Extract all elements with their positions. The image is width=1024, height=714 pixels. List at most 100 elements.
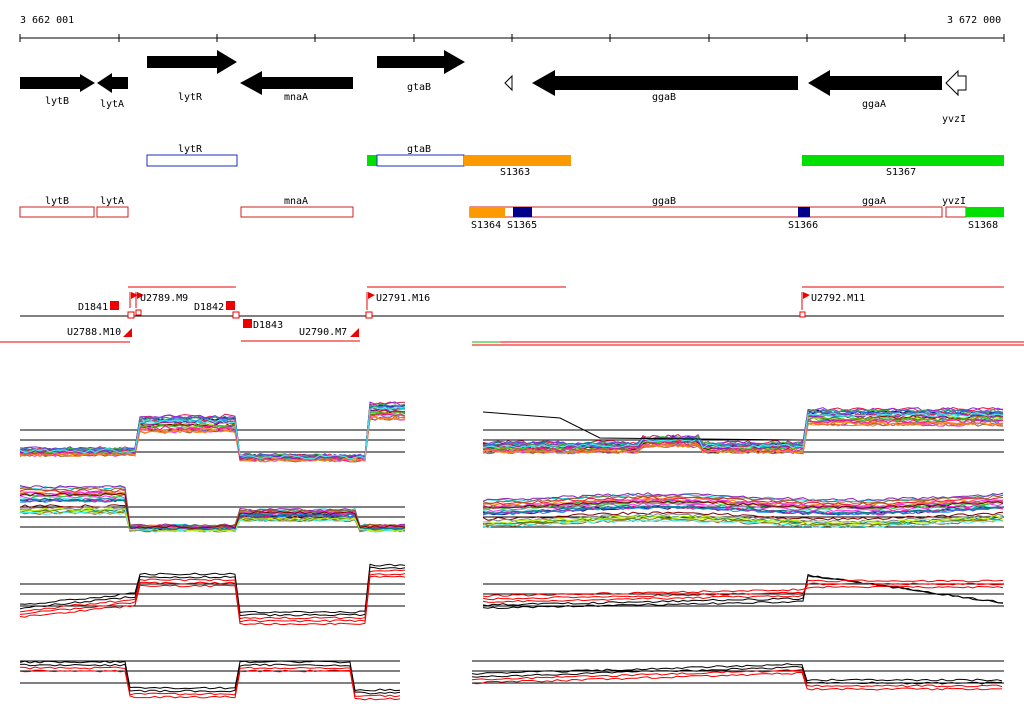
expression-trace [19, 669, 401, 701]
tu-label-lytR: lytR [178, 144, 203, 155]
tu-yvzI[interactable] [945, 206, 967, 218]
expression-trace [471, 666, 1003, 685]
expression-trace [19, 563, 406, 614]
segment-S1364[interactable] [470, 207, 505, 217]
expression-trace [19, 569, 406, 620]
expression-trace [19, 492, 406, 529]
gene-label-ggaB: ggaB [652, 92, 676, 103]
gene-label-mnaA: mnaA [284, 92, 308, 103]
gene-lytB[interactable]: lytB [20, 74, 95, 107]
gene-lytA[interactable]: lytA [97, 73, 128, 110]
tu-lytR[interactable] [146, 154, 238, 167]
expression-trace [482, 504, 1004, 515]
expression-trace [482, 516, 1004, 527]
expression-trace [482, 492, 1004, 502]
gene-track: lytB lytA lytR mnaA gtaB ggaB ggaA [20, 50, 967, 125]
expression-trace [471, 663, 1003, 682]
expression-trace [482, 500, 1004, 509]
feature-label-D1842: D1842 [194, 302, 224, 313]
expression-trace [482, 585, 1004, 598]
tu-lytA[interactable] [96, 206, 129, 218]
expression-trace [19, 575, 406, 626]
feature-label-U2792: U2792.M11 [811, 293, 865, 304]
expression-trace [19, 573, 406, 623]
gene-lytR[interactable]: lytR [147, 50, 237, 103]
feature-label-U2791: U2791.M16 [376, 293, 430, 304]
expression-panels [19, 401, 1004, 701]
expression-trace [19, 507, 406, 532]
tu-lytB[interactable] [19, 206, 95, 218]
feature-U2790[interactable]: U2790.M7 [299, 327, 359, 338]
expression-trace [482, 513, 1004, 524]
feature-label-U2789: U2789.M9 [140, 293, 188, 304]
tu-label-lytA: lytA [100, 196, 124, 207]
gene-unnamed-small[interactable] [504, 74, 513, 92]
gene-label-gtaB: gtaB [407, 82, 431, 93]
gene-yvzI[interactable]: yvzI [942, 69, 967, 125]
feature-track: D1841 U2789.M9 D1842 D1843 U2788.M10 U27… [0, 286, 1024, 346]
expression-traces [19, 401, 1004, 701]
feature-D1841[interactable]: D1841 [78, 301, 119, 313]
feature-label-U2788: U2788.M10 [67, 327, 121, 338]
gene-label-lytR: lytR [178, 92, 203, 103]
gene-ggaA[interactable]: ggaA [808, 70, 942, 110]
transcript-plus-track: lytR gtaB S1363 S1367 [146, 144, 1004, 178]
expression-trace [19, 566, 406, 617]
expression-trace [471, 671, 1002, 691]
segment-S1367[interactable] [802, 155, 1004, 166]
gene-mnaA[interactable]: mnaA [240, 71, 353, 103]
gene-label-ggaA: ggaA [862, 99, 886, 110]
expression-trace [482, 412, 1004, 449]
expression-trace [471, 669, 1003, 688]
transcript-minus-track: lytB lytA mnaA ggaB ggaA S1364 S1365 S13… [19, 196, 1004, 231]
feature-U2788[interactable]: U2788.M10 [67, 327, 132, 338]
segment-green-left[interactable] [367, 155, 377, 166]
expression-trace [482, 418, 1004, 453]
expression-trace [482, 514, 1004, 524]
segment-S1368[interactable] [966, 207, 1004, 217]
expression-trace [19, 407, 406, 460]
tu-mnaA[interactable] [240, 206, 354, 218]
expression-trace [19, 416, 406, 463]
tu-label-yvzI: yvzI [942, 196, 966, 207]
gene-ggaB[interactable]: ggaB [532, 70, 798, 103]
gene-gtaB[interactable]: gtaB [377, 50, 465, 93]
segment-S1365[interactable] [513, 207, 532, 217]
expression-trace [482, 416, 1004, 451]
expression-trace [19, 406, 406, 460]
expression-trace [482, 518, 1004, 529]
feature-label-D1843: D1843 [253, 320, 283, 331]
feature-label-D1841: D1841 [78, 302, 108, 313]
expression-trace [19, 663, 401, 695]
gene-label-yvzI: yvzI [942, 114, 966, 125]
expression-trace [19, 666, 401, 698]
segment-label-S1364: S1364 [471, 220, 501, 231]
feature-D1843[interactable]: D1843 [243, 319, 283, 331]
feature-D1842[interactable]: D1842 [194, 301, 235, 313]
segment-label-S1368: S1368 [968, 220, 998, 231]
tu-label-gtaB: gtaB [407, 144, 431, 155]
expression-trace [482, 494, 1004, 505]
tu-label-lytB: lytB [45, 196, 69, 207]
tu-label-ggaA: ggaA [862, 196, 886, 207]
feature-U2791[interactable]: U2791.M16 [366, 292, 430, 310]
feature-U2792[interactable]: U2792.M11 [801, 292, 865, 310]
expression-trace [482, 573, 1004, 610]
expression-trace [19, 487, 406, 528]
feature-U2789[interactable]: U2789.M9 [129, 292, 188, 308]
expression-trace [19, 497, 406, 530]
segment-label-S1365: S1365 [507, 220, 537, 231]
segment-S1363[interactable] [464, 155, 571, 166]
tu-label-mnaA: mnaA [284, 196, 308, 207]
feature-label-U2790: U2790.M7 [299, 327, 347, 338]
expression-trace [19, 404, 406, 459]
ruler-start-label: 3 662 001 [20, 15, 74, 26]
expression-trace [482, 575, 1004, 607]
expression-trace [482, 579, 1004, 603]
tu-gtaB[interactable] [376, 154, 465, 167]
expression-trace [19, 660, 401, 692]
segment-S1366[interactable] [798, 207, 810, 217]
gene-label-lytA: lytA [100, 99, 124, 110]
tu-ggaB-ggaA[interactable] [469, 206, 943, 218]
